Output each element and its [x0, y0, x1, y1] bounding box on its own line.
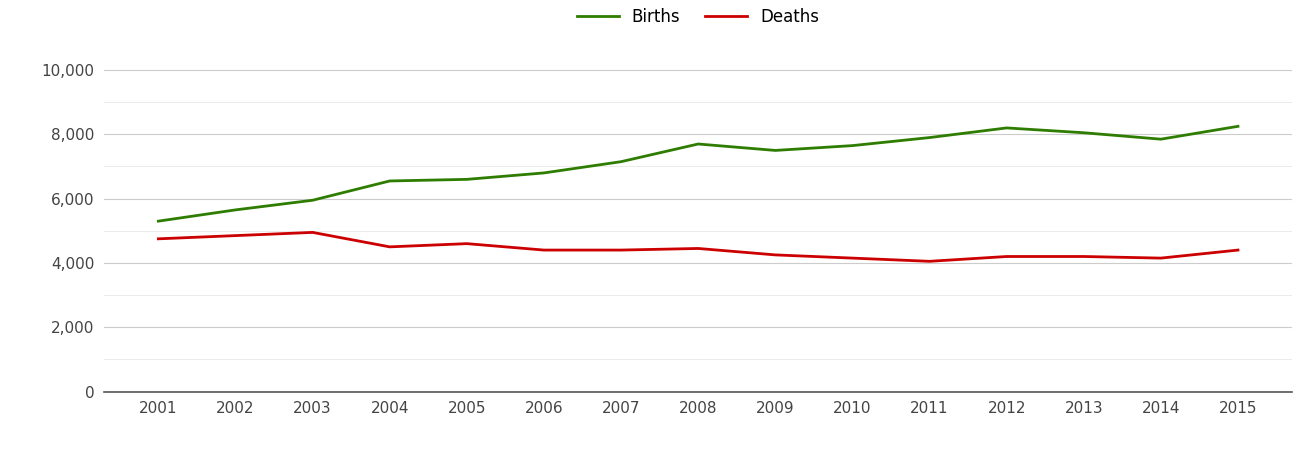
Deaths: [150, 236, 166, 242]
Deaths: [613, 248, 629, 253]
Births: [1231, 124, 1246, 129]
Deaths: [1075, 254, 1091, 259]
Births: [1154, 136, 1169, 142]
Deaths: [459, 241, 475, 246]
Births: [767, 148, 783, 153]
Births: [382, 178, 398, 184]
Births: [998, 125, 1014, 130]
Line: Births: Births: [158, 126, 1238, 221]
Births: [844, 143, 860, 148]
Births: [536, 170, 552, 176]
Deaths: [227, 233, 243, 238]
Deaths: [767, 252, 783, 257]
Births: [613, 159, 629, 164]
Deaths: [305, 230, 321, 235]
Births: [1075, 130, 1091, 135]
Legend: Births, Deaths: Births, Deaths: [570, 2, 826, 33]
Births: [150, 218, 166, 224]
Deaths: [844, 256, 860, 261]
Deaths: [690, 246, 706, 251]
Births: [690, 141, 706, 147]
Births: [459, 177, 475, 182]
Births: [227, 207, 243, 212]
Deaths: [1154, 256, 1169, 261]
Deaths: [536, 248, 552, 253]
Deaths: [1231, 248, 1246, 253]
Deaths: [382, 244, 398, 250]
Deaths: [921, 259, 937, 264]
Births: [921, 135, 937, 140]
Deaths: [998, 254, 1014, 259]
Births: [305, 198, 321, 203]
Line: Deaths: Deaths: [158, 232, 1238, 261]
